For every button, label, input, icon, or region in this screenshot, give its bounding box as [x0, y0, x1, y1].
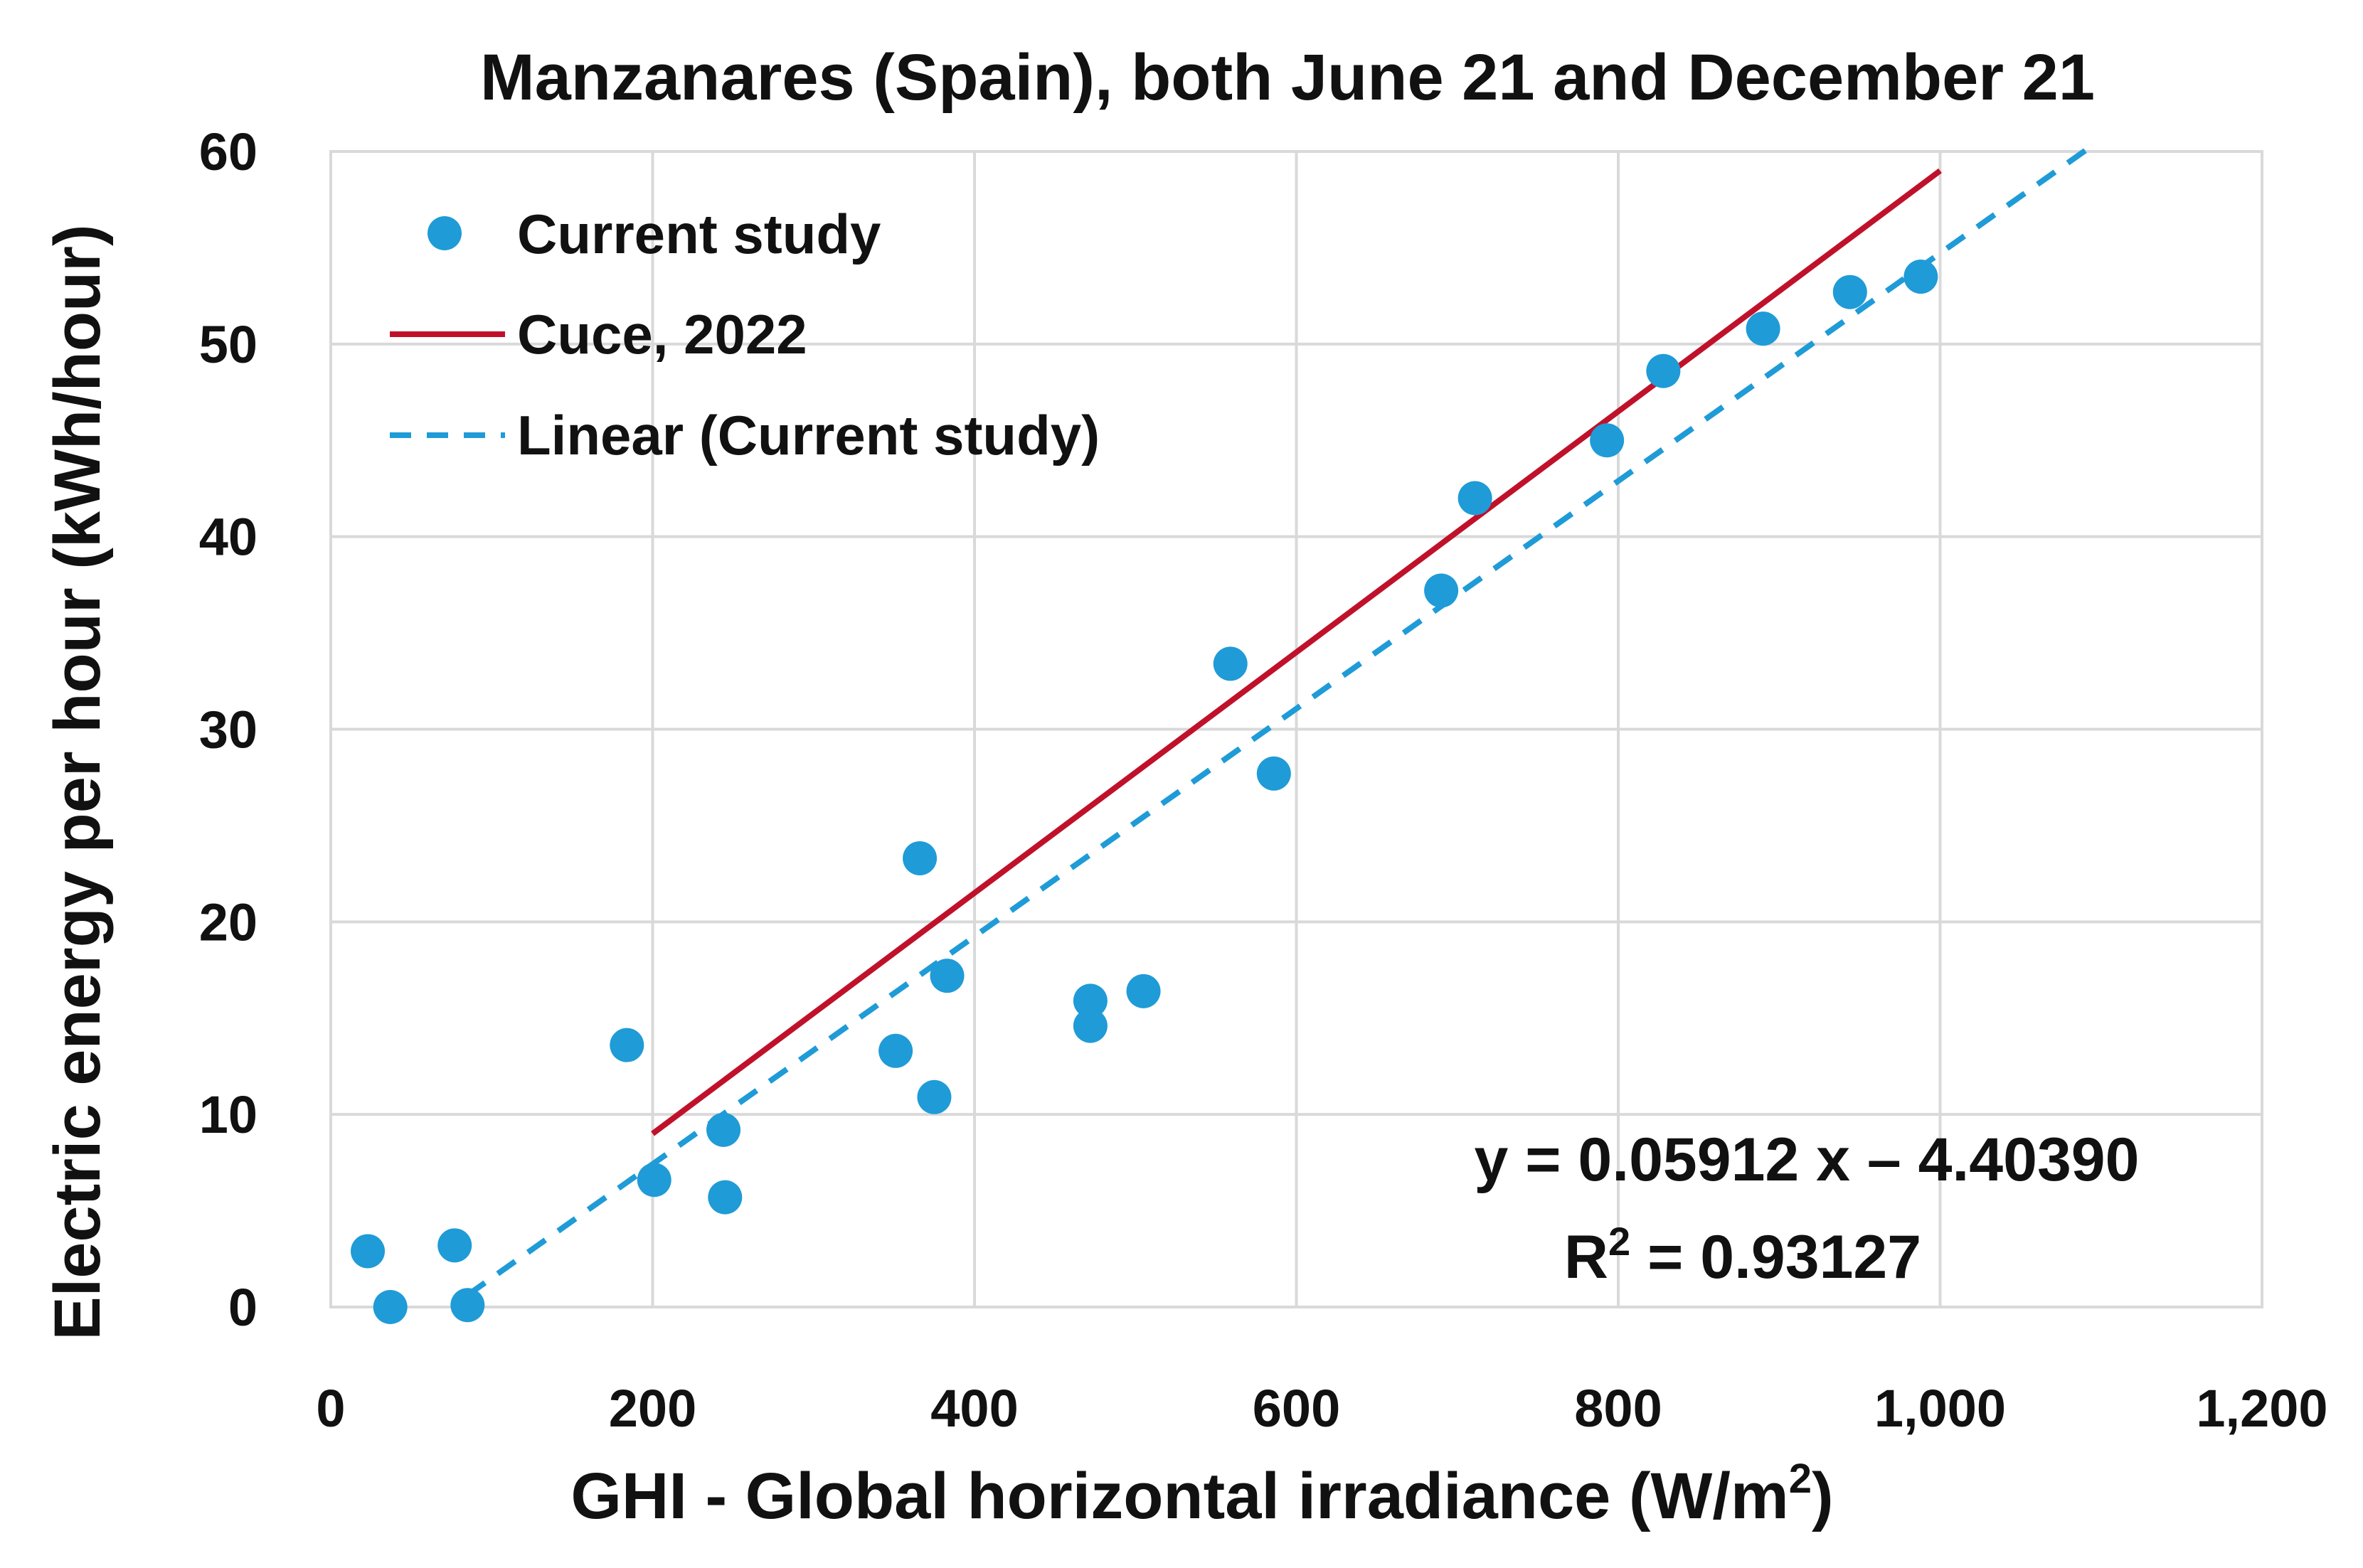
data-point	[706, 1112, 741, 1147]
data-point	[917, 1079, 952, 1114]
y-tick-label: 20	[199, 892, 257, 951]
legend-label-linear: Linear (Current study)	[517, 404, 1100, 466]
x-tick-label: 800	[1574, 1379, 1662, 1438]
y-tick-label: 10	[199, 1085, 257, 1144]
line-cuce-2022	[651, 168, 1942, 1136]
data-point	[637, 1163, 671, 1198]
data-point	[1424, 573, 1459, 608]
r-squared: R2 = 0.93127	[1564, 1219, 1921, 1291]
y-axis-title: Electric energy per hour (kWh/hour)	[41, 224, 114, 1340]
data-point	[1457, 481, 1492, 516]
data-point	[1256, 756, 1291, 791]
data-point	[1646, 353, 1681, 388]
y-tick-label: 60	[199, 122, 257, 181]
x-tick-label: 1,000	[1874, 1379, 2006, 1438]
data-point	[351, 1234, 386, 1269]
x-tick-label: 0	[316, 1379, 345, 1438]
data-point	[1126, 974, 1161, 1008]
data-point	[373, 1290, 408, 1324]
x-tick-label: 200	[609, 1379, 696, 1438]
x-axis-title-superscript: 2	[1789, 1456, 1812, 1502]
legend-marker-current-study	[428, 216, 462, 250]
data-point	[708, 1180, 743, 1215]
data-point	[1832, 274, 1867, 309]
series-layer	[351, 142, 2095, 1324]
regression-equation: y = 0.05912 x – 4.40390	[1475, 1126, 2140, 1194]
data-point	[903, 841, 938, 875]
x-tick-label: 600	[1253, 1379, 1340, 1438]
data-point	[610, 1028, 644, 1062]
data-point	[1213, 646, 1248, 681]
data-point	[1073, 1008, 1108, 1043]
data-point	[1073, 983, 1108, 1018]
r-squared-superscript: 2	[1608, 1219, 1630, 1264]
chart-title: Manzanares (Spain), both June 21 and Dec…	[480, 41, 2095, 114]
y-tick-label: 30	[199, 700, 257, 759]
y-tick-label: 50	[199, 315, 257, 374]
legend: Current study Cuce, 2022 Linear (Current…	[390, 203, 1100, 466]
x-tick-label: 400	[930, 1379, 1018, 1438]
plot-frame	[329, 150, 2263, 1308]
data-point	[450, 1288, 485, 1323]
legend-label-current-study: Current study	[517, 203, 881, 265]
data-point	[878, 1033, 913, 1068]
x-tick-label: 1,200	[2196, 1379, 2327, 1438]
x-axis-title: GHI - Global horizontal irradiance (W/m2…	[570, 1456, 1833, 1532]
data-point	[1746, 311, 1780, 346]
x-axis-ticks: 0 200 400 600 800 1,000 1,200	[316, 1379, 2327, 1438]
legend-label-cuce: Cuce, 2022	[517, 303, 807, 366]
y-tick-label: 40	[199, 508, 257, 567]
data-point	[1590, 423, 1625, 458]
y-axis-ticks: 0 10 20 30 40 50 60	[199, 122, 257, 1337]
data-point	[1903, 260, 1938, 294]
data-point	[930, 959, 965, 993]
y-tick-label: 0	[228, 1278, 257, 1337]
data-point	[437, 1228, 472, 1263]
